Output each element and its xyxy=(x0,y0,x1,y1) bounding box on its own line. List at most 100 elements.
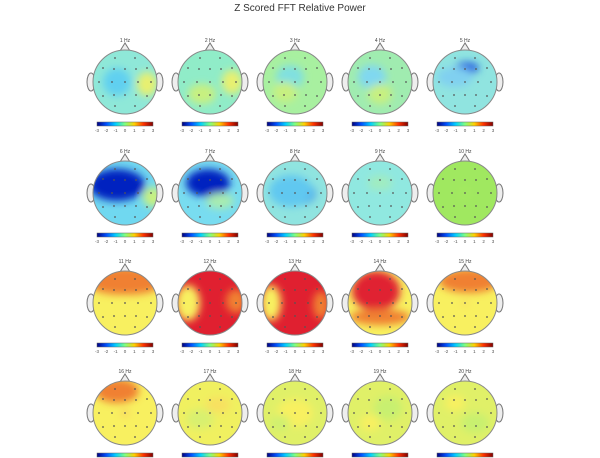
electrode-marker xyxy=(98,192,100,194)
power-region xyxy=(269,175,313,207)
electrode-marker xyxy=(187,316,189,318)
head-outline xyxy=(177,160,243,226)
electrode-marker xyxy=(379,399,381,401)
electrode-marker xyxy=(307,192,309,194)
colorbar-tick-label: -1 xyxy=(114,239,118,244)
electrode-marker xyxy=(294,68,296,70)
colorbar-tick-label: -3 xyxy=(265,128,269,133)
electrode-marker xyxy=(294,315,296,317)
electrode-marker xyxy=(113,289,115,291)
electrode-marker xyxy=(474,278,476,280)
colorbar xyxy=(266,342,324,348)
colorbar-tick-label: -3 xyxy=(95,239,99,244)
nose-mark xyxy=(459,153,471,163)
colorbar-tick-label: 1 xyxy=(218,128,221,133)
electrode-marker xyxy=(134,436,136,438)
electrode-marker xyxy=(307,302,309,304)
electrode-marker xyxy=(316,95,318,97)
electrode-marker xyxy=(464,399,466,401)
colorbar-tick-label: 0 xyxy=(124,239,127,244)
electrode-marker xyxy=(369,57,371,59)
electrode-marker xyxy=(281,302,283,304)
electrode-marker xyxy=(392,81,394,83)
electrode-marker xyxy=(222,192,224,194)
electrode-marker xyxy=(231,288,233,290)
electrode-marker xyxy=(113,425,115,427)
colorbar-tick-label: -3 xyxy=(180,128,184,133)
colorbar-tick-label: -3 xyxy=(435,128,439,133)
colorbar-tick-label: 3 xyxy=(492,128,495,133)
electrode-marker xyxy=(294,302,296,304)
electrode-marker xyxy=(304,278,306,280)
electrode-marker xyxy=(451,81,453,83)
colorbar-tick-label: 3 xyxy=(237,128,240,133)
colorbar-tick-label: 2 xyxy=(482,239,485,244)
electrode-marker xyxy=(316,206,318,208)
electrode-marker xyxy=(134,278,136,280)
topomap-12hz: 12 Hz -3 -2 -1 0 1 2 3 xyxy=(171,259,249,354)
nose-mark xyxy=(459,263,471,273)
colorbar xyxy=(181,232,239,238)
colorbar xyxy=(96,121,154,127)
electrode-marker xyxy=(150,302,152,304)
electrode-marker xyxy=(368,399,370,401)
electrode-marker xyxy=(135,94,137,96)
electrode-marker xyxy=(294,399,296,401)
electrode-marker xyxy=(442,398,444,400)
electrode-marker xyxy=(486,316,488,318)
electrode-marker xyxy=(114,436,116,438)
electrode-marker xyxy=(198,68,200,70)
colorbar-tick-label: -2 xyxy=(444,128,448,133)
electrode-marker xyxy=(98,302,100,304)
topomap-label: 5 Hz xyxy=(460,38,471,44)
electrode-marker xyxy=(305,68,307,70)
nose-mark xyxy=(289,42,301,52)
electrode-marker xyxy=(102,178,104,180)
power-region xyxy=(360,415,380,431)
electrode-marker xyxy=(477,192,479,194)
electrode-marker xyxy=(124,179,126,181)
electrode-marker xyxy=(379,179,381,181)
head-outline xyxy=(177,49,243,115)
colorbar xyxy=(436,232,494,238)
electrode-marker xyxy=(198,425,200,427)
colorbar-tick-label: 1 xyxy=(473,128,476,133)
electrode-marker xyxy=(305,425,307,427)
electrode-marker xyxy=(438,412,440,414)
electrode-marker xyxy=(486,67,488,69)
head-outline xyxy=(92,270,158,336)
electrode-marker xyxy=(284,388,286,390)
electrode-marker xyxy=(474,168,476,170)
electrode-marker xyxy=(220,315,222,317)
electrode-marker xyxy=(111,192,113,194)
colorbar-tick-label: 1 xyxy=(303,128,306,133)
electrode-marker xyxy=(304,216,306,218)
electrode-marker xyxy=(272,288,274,290)
electrode-marker xyxy=(475,425,477,427)
electrode-marker xyxy=(401,95,403,97)
electrode-marker xyxy=(451,302,453,304)
colorbar-tick-label: -1 xyxy=(454,349,458,354)
electrode-marker xyxy=(199,216,201,218)
electrode-marker xyxy=(124,205,126,207)
electrode-marker xyxy=(353,192,355,194)
nose-mark xyxy=(289,263,301,273)
electrode-marker xyxy=(477,412,479,414)
electrode-marker xyxy=(304,326,306,328)
colorbar xyxy=(351,121,409,127)
electrode-marker xyxy=(438,81,440,83)
colorbar-tick-label: 2 xyxy=(142,239,145,244)
electrode-marker xyxy=(475,94,477,96)
electrode-marker xyxy=(146,398,148,400)
colorbar-tick-label: -1 xyxy=(369,128,373,133)
electrode-marker xyxy=(137,81,139,83)
electrode-marker xyxy=(114,278,116,280)
colorbar-tick-label: -2 xyxy=(359,349,363,354)
electrode-marker xyxy=(135,179,137,181)
head-outline xyxy=(92,160,158,226)
colorbar-tick-label: 1 xyxy=(133,239,136,244)
electrode-marker xyxy=(283,399,285,401)
power-region xyxy=(358,65,386,89)
